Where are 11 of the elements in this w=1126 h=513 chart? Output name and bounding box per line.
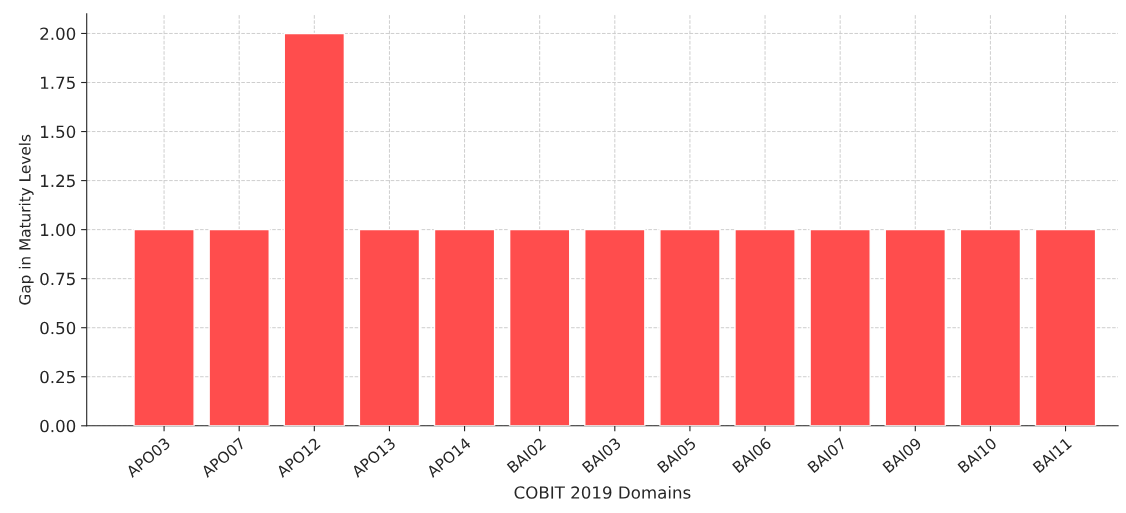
y-tick-label: 2.00 [40,27,76,41]
y-tick-label: 0.50 [40,321,76,335]
y-tick-label: 1.50 [41,125,76,139]
x-axis-title: COBIT 2019 Domains [514,485,691,499]
y-axis-title: Gap in Maturity Levels [18,134,34,305]
y-tick-label: 0.75 [40,272,75,286]
y-tick-label: 0.25 [40,370,75,384]
y-tick-label: 0.00 [40,419,76,433]
y-tick-label: 1.75 [41,76,75,90]
y-tick-label: 1.00 [41,223,76,237]
y-tick-label: 1.25 [41,174,75,188]
